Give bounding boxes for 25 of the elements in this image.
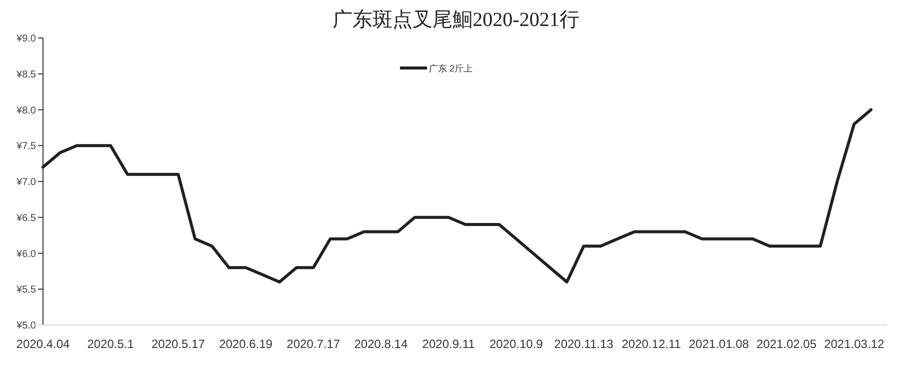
x-tick-label: 2020.8.14	[354, 337, 408, 351]
y-tick-label: ¥5.5	[16, 284, 36, 296]
y-tick-label: ¥8.5	[16, 69, 36, 80]
y-tick-label: ¥6.5	[16, 212, 36, 224]
y-tick-label: ¥6.0	[16, 248, 36, 260]
x-tick-label: 2021.03.12	[824, 337, 884, 351]
line-series	[42, 108, 872, 284]
y-tick-label: ¥5.0	[16, 320, 36, 332]
x-tick-label: 2020.7.17	[286, 337, 340, 351]
y-tick-label: ¥8.0	[16, 105, 36, 116]
x-tick-label: 2020.6.19	[219, 337, 273, 351]
y-tick-label: ¥9.0	[16, 34, 36, 44]
x-tick-label: 2021.01.08	[688, 337, 750, 351]
x-tick-label: 2020.12.11	[622, 337, 682, 351]
x-tick-label: 2020.5.17	[151, 337, 206, 351]
x-tick-label: 2020.11.13	[554, 337, 614, 351]
x-tick-label: 2020.10.9	[489, 337, 544, 351]
chart-title: 广东斑点叉尾鮰2020-2021行	[332, 9, 580, 31]
x-tick-label: 2020.5.1	[87, 337, 134, 351]
legend-label: 广东 2斤上	[429, 64, 473, 74]
x-tick-label: 2020.9.11	[422, 337, 476, 351]
y-tick-label: ¥7.0	[16, 177, 36, 188]
y-tick-label: ¥7.5	[16, 141, 36, 152]
x-tick-label: 2020.4.04	[16, 337, 70, 351]
x-tick-label: 2021.02.05	[756, 337, 817, 351]
